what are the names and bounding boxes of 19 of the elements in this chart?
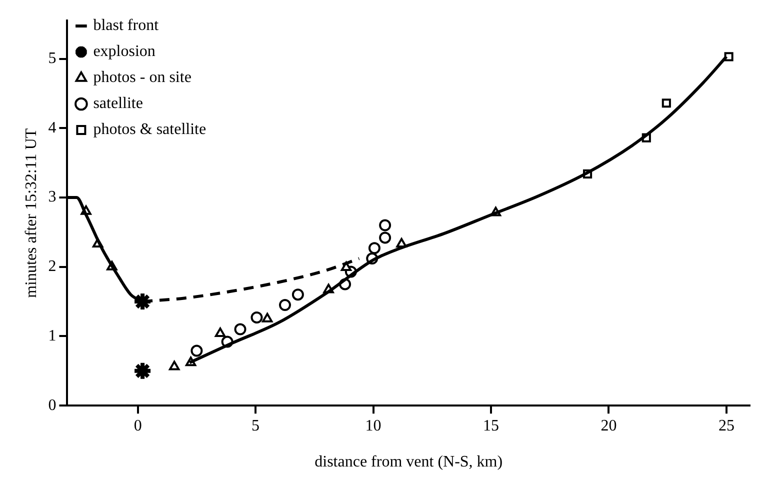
y-tick-label: 3 <box>48 188 56 206</box>
y-tick-label: 5 <box>48 50 56 67</box>
legend-label: satellite <box>93 95 143 112</box>
legend-label: explosion <box>93 43 156 60</box>
x-tick-label: 0 <box>134 417 142 434</box>
y-axis-title: minutes after 15:32:11 UT <box>22 128 40 298</box>
x-tick-label: 20 <box>600 417 617 434</box>
legend-label: photos & satellite <box>93 121 206 138</box>
x-tick-label: 5 <box>252 417 260 434</box>
y-tick-label: 2 <box>48 258 56 276</box>
legend-label: photos - on site <box>93 69 192 86</box>
x-axis-title: distance from vent (N-S, km) <box>314 454 503 471</box>
x-tick-label: 10 <box>365 417 382 434</box>
y-tick-label: 4 <box>48 119 56 136</box>
x-tick-label: 15 <box>483 417 500 434</box>
legend-label: blast front <box>93 17 160 34</box>
y-tick-label: 1 <box>48 327 56 344</box>
x-tick-label: 25 <box>718 417 734 434</box>
y-tick-label: 0 <box>48 396 56 414</box>
